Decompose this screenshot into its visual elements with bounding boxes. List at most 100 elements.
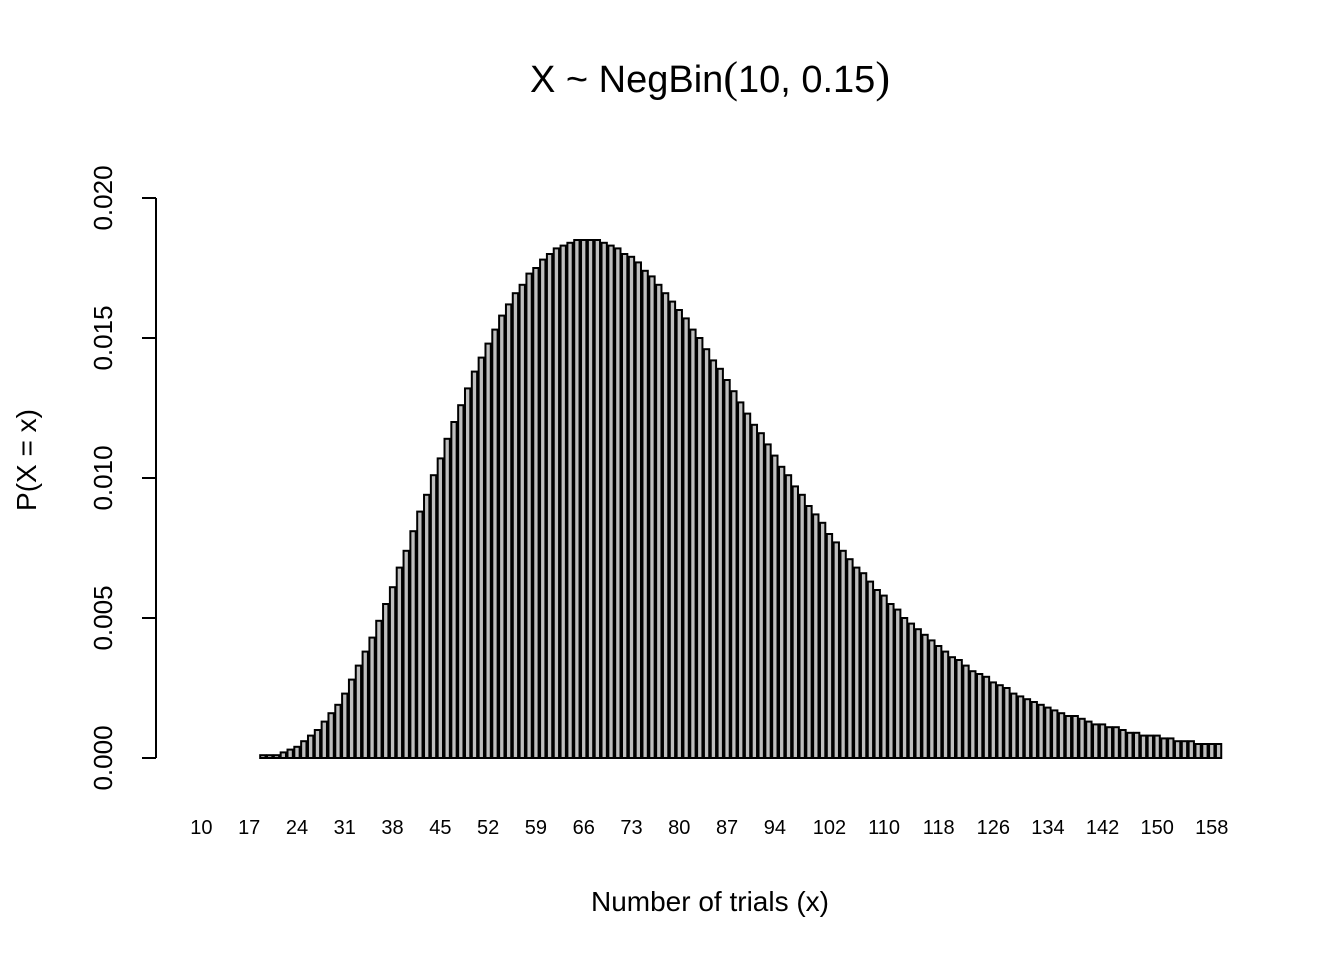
- bar-x-30: [334, 703, 342, 759]
- bar-x-107: [859, 572, 868, 760]
- bar-x-32: [347, 678, 356, 759]
- bar-x-151: [1160, 737, 1168, 760]
- bar-x-67: [586, 239, 595, 759]
- bar-x-28: [320, 720, 328, 759]
- bar-x-37: [382, 603, 390, 759]
- bar-x-78: [661, 292, 670, 759]
- bar-x-130: [1016, 695, 1025, 760]
- bar-x-104: [839, 549, 847, 759]
- bar-x-108: [866, 580, 875, 759]
- bar-x-43: [423, 493, 431, 759]
- bar-x-95: [778, 465, 786, 759]
- bar-x-109: [873, 589, 881, 759]
- bar-x-63: [559, 244, 567, 760]
- bar-x-53: [491, 328, 499, 759]
- bar-x-105: [846, 558, 854, 760]
- bar-x-144: [1112, 726, 1120, 760]
- y-tick-label: 0.005: [88, 585, 118, 650]
- bar-x-82: [689, 328, 697, 759]
- bar-x-54: [498, 314, 506, 759]
- x-tick-label: 17: [238, 817, 260, 839]
- bar-x-145: [1119, 729, 1127, 759]
- bar-series: [259, 239, 1223, 760]
- bar-x-45: [436, 457, 444, 759]
- bar-x-123: [969, 670, 977, 760]
- bar-x-23: [286, 748, 294, 759]
- bar-x-136: [1057, 712, 1066, 760]
- x-tick-label: 110: [868, 817, 900, 839]
- bar-x-81: [682, 317, 690, 759]
- bar-x-111: [887, 603, 895, 759]
- bar-x-34: [361, 650, 369, 759]
- chart-title-params: 10, 0.15: [738, 59, 875, 101]
- x-tick-label: 102: [813, 817, 846, 839]
- x-tick-label: 66: [573, 817, 595, 839]
- y-tick-label: 0.015: [88, 305, 118, 370]
- bar-x-22: [279, 751, 287, 760]
- bar-x-84: [702, 348, 711, 759]
- bar-x-65: [573, 239, 581, 759]
- bar-x-140: [1085, 720, 1093, 759]
- y-tick-label: 0.020: [88, 165, 118, 230]
- bar-x-141: [1092, 723, 1100, 760]
- bar-x-102: [825, 533, 834, 759]
- bar-x-70: [607, 244, 615, 760]
- x-tick-labels: 10 17 24 31 38 45 52 59 66 73 80 87 94 102 110 118 126 13…: [190, 817, 1228, 839]
- bar-x-96: [784, 474, 793, 759]
- bar-x-93: [764, 443, 772, 759]
- bar-x-48: [457, 404, 465, 759]
- bar-x-94: [771, 454, 779, 759]
- bar-x-33: [354, 664, 363, 759]
- bar-x-55: [504, 303, 513, 759]
- bar-x-36: [375, 619, 383, 759]
- bar-x-117: [928, 639, 936, 760]
- bar-x-139: [1078, 717, 1086, 759]
- x-tick-label: 73: [620, 817, 642, 839]
- bar-x-157: [1201, 743, 1209, 759]
- bar-x-92: [757, 432, 765, 759]
- bar-x-142: [1098, 723, 1107, 760]
- bar-x-103: [832, 541, 840, 760]
- bar-x-133: [1037, 703, 1045, 759]
- bar-x-86: [716, 367, 724, 759]
- bar-x-76: [648, 275, 656, 759]
- bar-x-152: [1167, 737, 1175, 760]
- bar-x-38: [388, 586, 397, 760]
- bar-x-148: [1139, 734, 1148, 759]
- bar-x-62: [552, 247, 561, 759]
- bar-x-106: [853, 566, 861, 759]
- bar-x-126: [989, 681, 997, 760]
- x-tick-label: 126: [977, 817, 1010, 839]
- bar-x-124: [975, 673, 984, 759]
- bar-x-51: [477, 356, 485, 759]
- bar-x-110: [880, 594, 888, 759]
- x-tick-label: 38: [381, 817, 403, 839]
- bar-x-127: [996, 684, 1004, 760]
- x-tick-label: 118: [923, 817, 955, 839]
- bar-x-150: [1153, 734, 1161, 759]
- bar-x-125: [982, 675, 991, 759]
- bar-x-131: [1023, 698, 1032, 760]
- bar-x-75: [641, 269, 649, 759]
- bar-x-134: [1044, 706, 1052, 759]
- chart-title-prefix: X ~ NegBin: [530, 59, 723, 101]
- x-tick-label: 150: [1140, 817, 1173, 839]
- bar-x-79: [668, 300, 677, 759]
- bar-x-138: [1071, 715, 1079, 759]
- bar-x-50: [470, 370, 479, 759]
- bar-x-47: [450, 421, 458, 759]
- bar-x-61: [545, 253, 554, 759]
- bar-x-119: [941, 650, 950, 759]
- bar-x-27: [313, 729, 322, 759]
- bar-x-19: [259, 754, 267, 760]
- bar-x-97: [791, 485, 799, 759]
- bar-x-135: [1051, 709, 1059, 760]
- x-tick-label: 87: [716, 817, 738, 839]
- bar-x-121: [955, 659, 963, 759]
- x-tick-label: 142: [1086, 817, 1119, 839]
- bar-x-159: [1214, 743, 1223, 759]
- x-tick-label: 52: [477, 817, 499, 839]
- bar-x-122: [962, 664, 970, 759]
- chart-title-open-paren: (: [723, 53, 738, 102]
- x-axis-label: Number of trials (x): [591, 886, 829, 917]
